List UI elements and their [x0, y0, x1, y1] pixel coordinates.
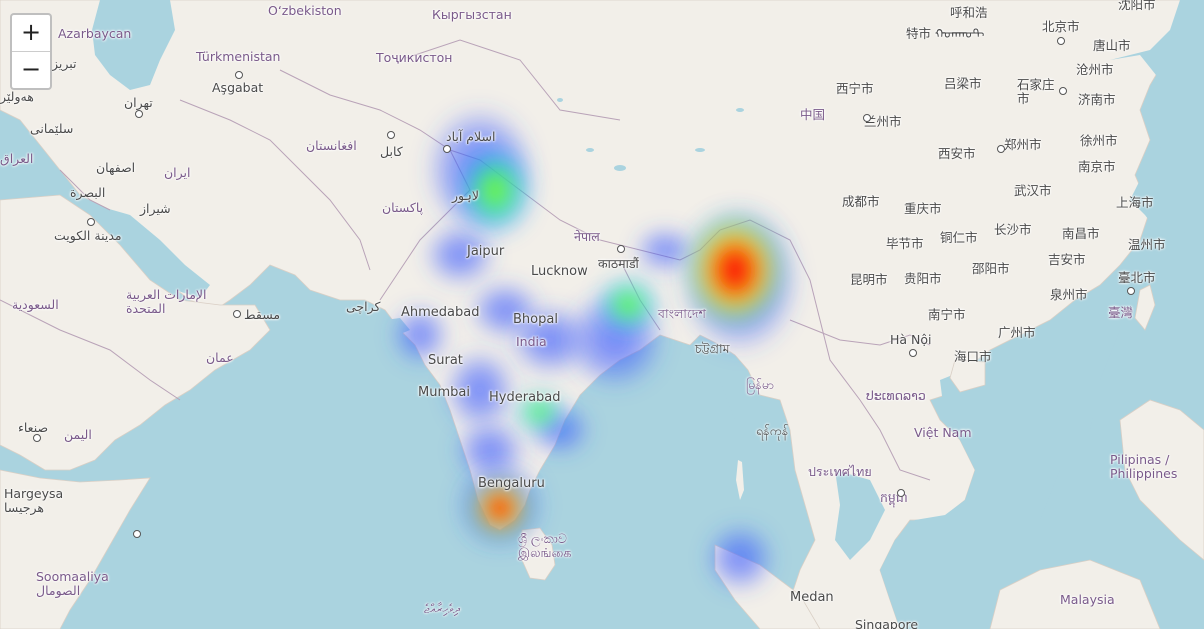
gulf-of-thailand — [835, 470, 885, 560]
city-dot — [33, 434, 41, 442]
border-8 — [59, 169, 111, 211]
border-7 — [859, 399, 931, 481]
heat-blob — [514, 390, 566, 434]
heat-blob — [683, 210, 787, 330]
border-6 — [789, 319, 931, 346]
city-dot — [443, 145, 451, 153]
heat-blob — [392, 305, 448, 365]
city-dot — [997, 145, 1005, 153]
land-hainan — [949, 359, 986, 393]
land-philippines — [1119, 399, 1204, 561]
lake-2 — [586, 148, 594, 152]
land-africa — [0, 469, 151, 629]
bay-of-bengal — [555, 345, 735, 629]
zoom-in-button[interactable]: + — [20, 18, 42, 46]
city-dot — [863, 114, 871, 122]
city-dot — [1057, 37, 1065, 45]
land-srilanka — [521, 527, 556, 581]
city-dot — [909, 349, 917, 357]
heat-blob — [445, 350, 515, 430]
heat-blob — [425, 225, 495, 285]
lake-4 — [557, 98, 563, 102]
city-dot — [387, 131, 395, 139]
city-dot — [897, 489, 905, 497]
land-borneo — [989, 559, 1161, 629]
city-dot — [1127, 287, 1135, 295]
heat-blob — [468, 476, 532, 540]
heat-blob — [635, 228, 695, 272]
border-10 — [399, 39, 621, 121]
land-taiwan — [1134, 284, 1156, 331]
caspian-sea — [92, 0, 175, 90]
land-andaman — [736, 460, 744, 500]
lake-5 — [736, 108, 744, 112]
city-dot — [1059, 87, 1067, 95]
city-dot — [233, 310, 241, 318]
persian-gulf — [95, 205, 210, 298]
city-dot — [235, 71, 243, 79]
city-dot — [87, 218, 95, 226]
south-china-sea — [880, 300, 1120, 629]
city-dot — [617, 245, 625, 253]
heat-blob — [596, 275, 660, 335]
city-dot — [133, 530, 141, 538]
heat-blob — [706, 524, 774, 592]
city-dot — [135, 110, 143, 118]
border-9 — [0, 299, 181, 401]
lake-1 — [614, 165, 626, 171]
zoom-out-button[interactable]: − — [12, 51, 50, 88]
zoom-control: + − — [10, 13, 52, 90]
land-arabia — [0, 194, 271, 471]
lake-3 — [695, 148, 705, 152]
heat-blob — [455, 142, 535, 238]
yellow-sea — [1110, 0, 1204, 235]
border-2 — [179, 99, 371, 271]
